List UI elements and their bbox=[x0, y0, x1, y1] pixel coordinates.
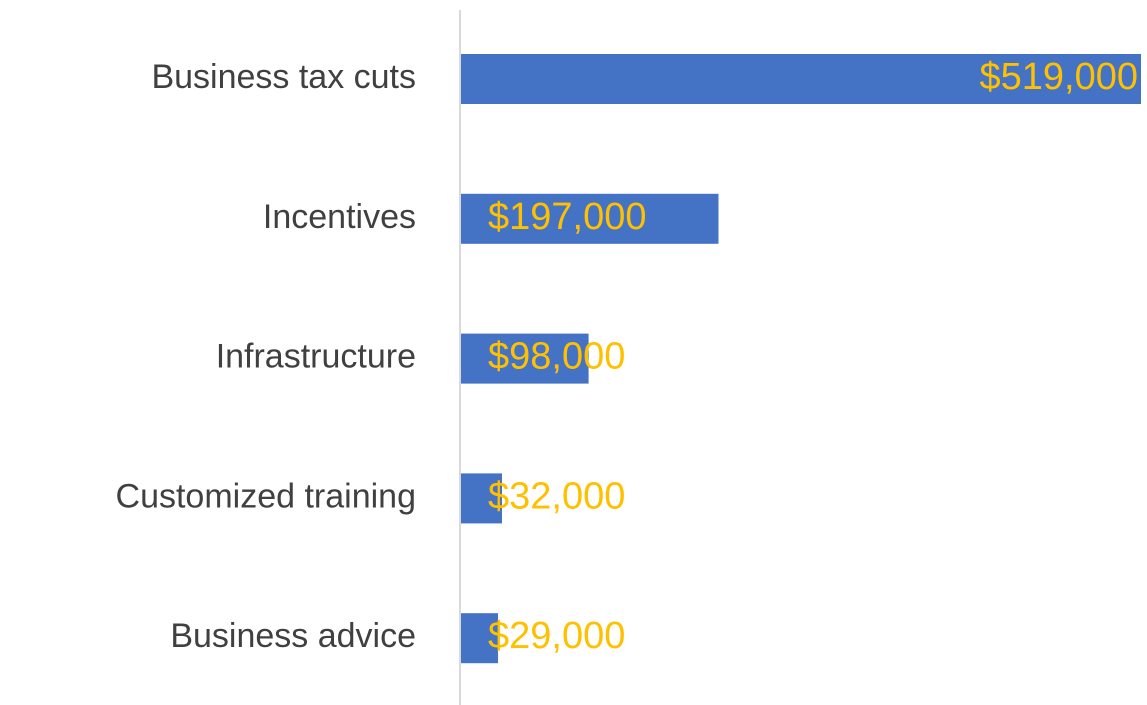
value-label: $197,000 bbox=[488, 196, 647, 238]
bar bbox=[460, 54, 1141, 104]
bar bbox=[460, 333, 589, 384]
category-label: Infrastructure bbox=[216, 338, 416, 376]
value-label: $29,000 bbox=[488, 615, 625, 657]
value-label: $519,000 bbox=[980, 56, 1139, 98]
value-label: $98,000 bbox=[488, 336, 625, 378]
category-label: Business advice bbox=[170, 617, 416, 655]
category-label: Business tax cuts bbox=[151, 58, 416, 96]
bar bbox=[460, 473, 502, 524]
bar bbox=[460, 193, 719, 244]
value-label: $32,000 bbox=[488, 475, 625, 517]
category-label: Customized training bbox=[116, 477, 416, 515]
bar bbox=[460, 613, 499, 664]
category-label: Incentives bbox=[263, 198, 416, 236]
